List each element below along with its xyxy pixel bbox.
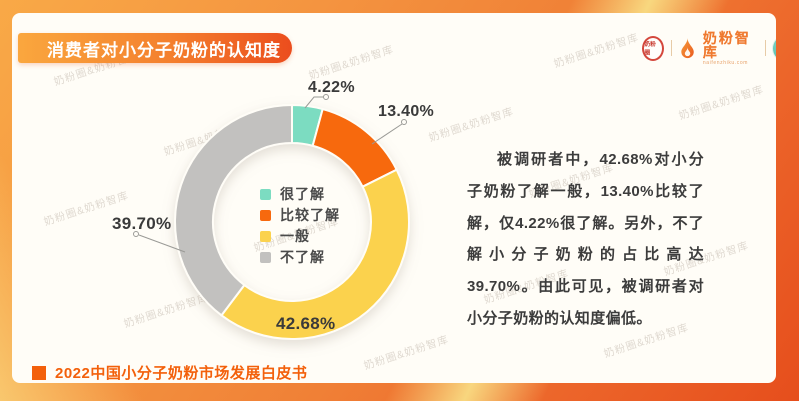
slice-value-label-unfamiliar: 39.70% bbox=[112, 214, 172, 233]
flame-drop-icon bbox=[681, 37, 694, 59]
legend-swatch-gray bbox=[260, 251, 271, 263]
slice-value-label-average: 42.68% bbox=[276, 314, 336, 333]
legend-label: 很了解 bbox=[280, 186, 325, 202]
logo-divider bbox=[764, 40, 766, 56]
logo-divider bbox=[670, 40, 672, 56]
stamp-text: 奶粉圈 bbox=[644, 42, 656, 57]
content-card: 奶粉圈&奶粉智库 奶粉圈&奶粉智库 奶粉圈&奶粉智库 奶粉圈&奶粉智库 奶粉圈&奶粉智库… bbox=[12, 13, 776, 383]
legend-label: 一般 bbox=[280, 228, 310, 244]
chart-legend: 很了解 比较了解 一般 不了解 bbox=[260, 186, 340, 265]
source-footer: 2022中国小分子奶粉市场发展白皮书 bbox=[32, 362, 307, 383]
brand-name: 奶粉智库 bbox=[703, 31, 758, 59]
legend-label: 不了解 bbox=[280, 249, 325, 265]
legend-item-very-familiar: 很了解 bbox=[260, 186, 340, 202]
legend-item-fairly-familiar: 比较了解 bbox=[260, 207, 340, 223]
slice-value-label-very-familiar: 4.22% bbox=[308, 79, 355, 96]
legend-item-average: 一般 bbox=[260, 228, 340, 244]
donut-ring bbox=[174, 103, 411, 340]
slice-value-label-fairly-familiar: 13.40% bbox=[378, 103, 435, 120]
donut-chart bbox=[133, 94, 411, 340]
legend-item-unfamiliar: 不了解 bbox=[260, 249, 340, 265]
footer-source-text: 2022中国小分子奶粉市场发展白皮书 bbox=[55, 365, 308, 382]
donut-slice-3 bbox=[174, 103, 293, 317]
legend-swatch-teal bbox=[260, 188, 271, 200]
title-banner: 消费者对小分子奶粉的认知度 bbox=[18, 33, 292, 63]
brand-wordmark: 奶粉智库 naifenzhiku.com bbox=[703, 31, 758, 66]
legend-swatch-orange bbox=[260, 209, 271, 221]
brand-domain: naifenzhiku.com bbox=[702, 59, 749, 66]
milkpowder-circle-stamp-icon: 奶粉圈 bbox=[642, 35, 664, 61]
analysis-paragraph: 被调研者中，42.68%对小分子奶粉了解一般，13.40%比较了解，仅4.22%… bbox=[467, 151, 704, 327]
label-leader-lines bbox=[133, 94, 407, 253]
header-logos: 奶粉圈 奶粉智库 naifenzhiku.com 营养 智库 bbox=[642, 30, 776, 66]
legend-swatch-yellow bbox=[260, 230, 271, 242]
donut-slice-2 bbox=[220, 168, 411, 340]
page-title: 消费者对小分子奶粉的认知度 bbox=[47, 40, 281, 60]
footer-bullet-square bbox=[32, 365, 46, 380]
legend-label: 比较了解 bbox=[280, 207, 340, 223]
